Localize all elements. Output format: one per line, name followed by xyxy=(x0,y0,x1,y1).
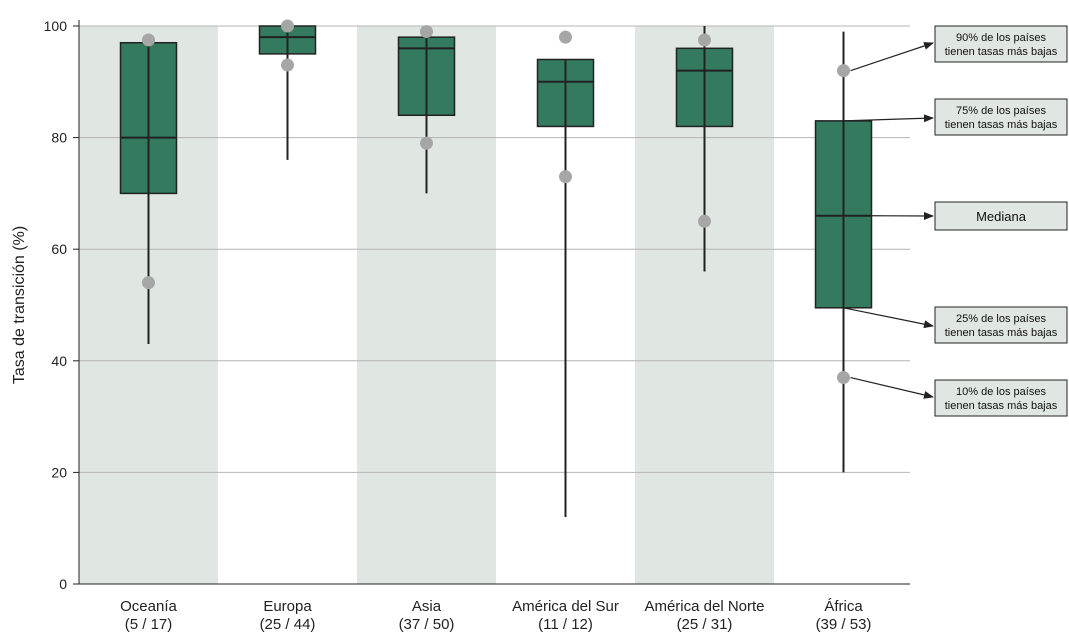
p10-point xyxy=(837,371,850,385)
p10-point xyxy=(420,136,433,150)
y-tick-label: 40 xyxy=(51,353,67,369)
y-tick-label: 60 xyxy=(51,241,67,257)
p90-point xyxy=(837,64,850,78)
category-count-label: (37 / 50) xyxy=(399,616,455,633)
category-label: América del Norte xyxy=(644,598,764,615)
category-label: Europa xyxy=(263,598,312,615)
annotation-text: tienen tasas más bajas xyxy=(945,119,1058,131)
annotation-arrow xyxy=(850,376,934,399)
category-count-label: (25 / 31) xyxy=(677,616,733,633)
category-label: Oceanía xyxy=(120,598,177,615)
annotation-arrow xyxy=(843,307,934,329)
annotation-box xyxy=(934,25,1068,63)
p10-point xyxy=(559,170,572,184)
y-axis-label: Tasa de transición (%) xyxy=(11,226,28,384)
annotation-text: 10% de los países xyxy=(956,386,1046,398)
category-count-label: (39 / 53) xyxy=(816,616,872,633)
annotation-text: Mediana xyxy=(976,209,1027,224)
annotation-arrow xyxy=(850,42,934,72)
y-tick-label: 20 xyxy=(51,464,67,480)
box-3 xyxy=(536,30,595,518)
y-tick-label: 0 xyxy=(59,576,67,592)
annotation-box xyxy=(934,379,1068,417)
box-0 xyxy=(119,33,178,345)
category-count-label: (5 / 17) xyxy=(125,616,173,633)
box-5 xyxy=(814,31,873,473)
gridlines xyxy=(79,25,910,473)
annotation-box xyxy=(934,201,1068,231)
p10-point xyxy=(142,276,155,290)
p10-point xyxy=(698,214,711,228)
annotations: 90% de los países tienen tasas más bajas 7… xyxy=(843,25,1068,417)
annotation-box xyxy=(934,306,1068,344)
annotation-text: tienen tasas más bajas xyxy=(945,400,1058,412)
y-tick-label: 100 xyxy=(44,18,68,34)
p90-point xyxy=(559,30,572,44)
annotation-text: 25% de los países xyxy=(956,313,1046,325)
p90-point xyxy=(142,33,155,47)
box-4 xyxy=(675,26,734,272)
p10-point xyxy=(281,58,294,72)
box-1 xyxy=(258,19,317,160)
p90-point xyxy=(698,33,711,47)
category-count-label: (11 / 12) xyxy=(538,616,593,633)
boxes xyxy=(119,19,873,518)
annotation-arrow xyxy=(843,114,934,123)
annotation-text: 90% de los países xyxy=(956,32,1046,44)
annotation-text: 75% de los países xyxy=(956,105,1046,117)
category-label: América del Sur xyxy=(512,598,619,615)
category-count-label: (25 / 44) xyxy=(260,616,316,633)
p90-point xyxy=(281,19,294,33)
category-labels: Oceanía(5 / 17) Europa(25 / 44) Asia(37 / … xyxy=(120,598,871,633)
y-tick-label: 80 xyxy=(51,130,67,146)
annotation-text: tienen tasas más bajas xyxy=(945,46,1058,58)
box-2 xyxy=(397,25,456,194)
axes: 0 20 40 60 80 100 xyxy=(44,18,910,592)
p90-point xyxy=(420,25,433,39)
annotation-text: tienen tasas más bajas xyxy=(945,327,1058,339)
category-label: África xyxy=(824,598,863,615)
category-label: Asia xyxy=(412,598,442,615)
annotation-box xyxy=(934,98,1068,136)
